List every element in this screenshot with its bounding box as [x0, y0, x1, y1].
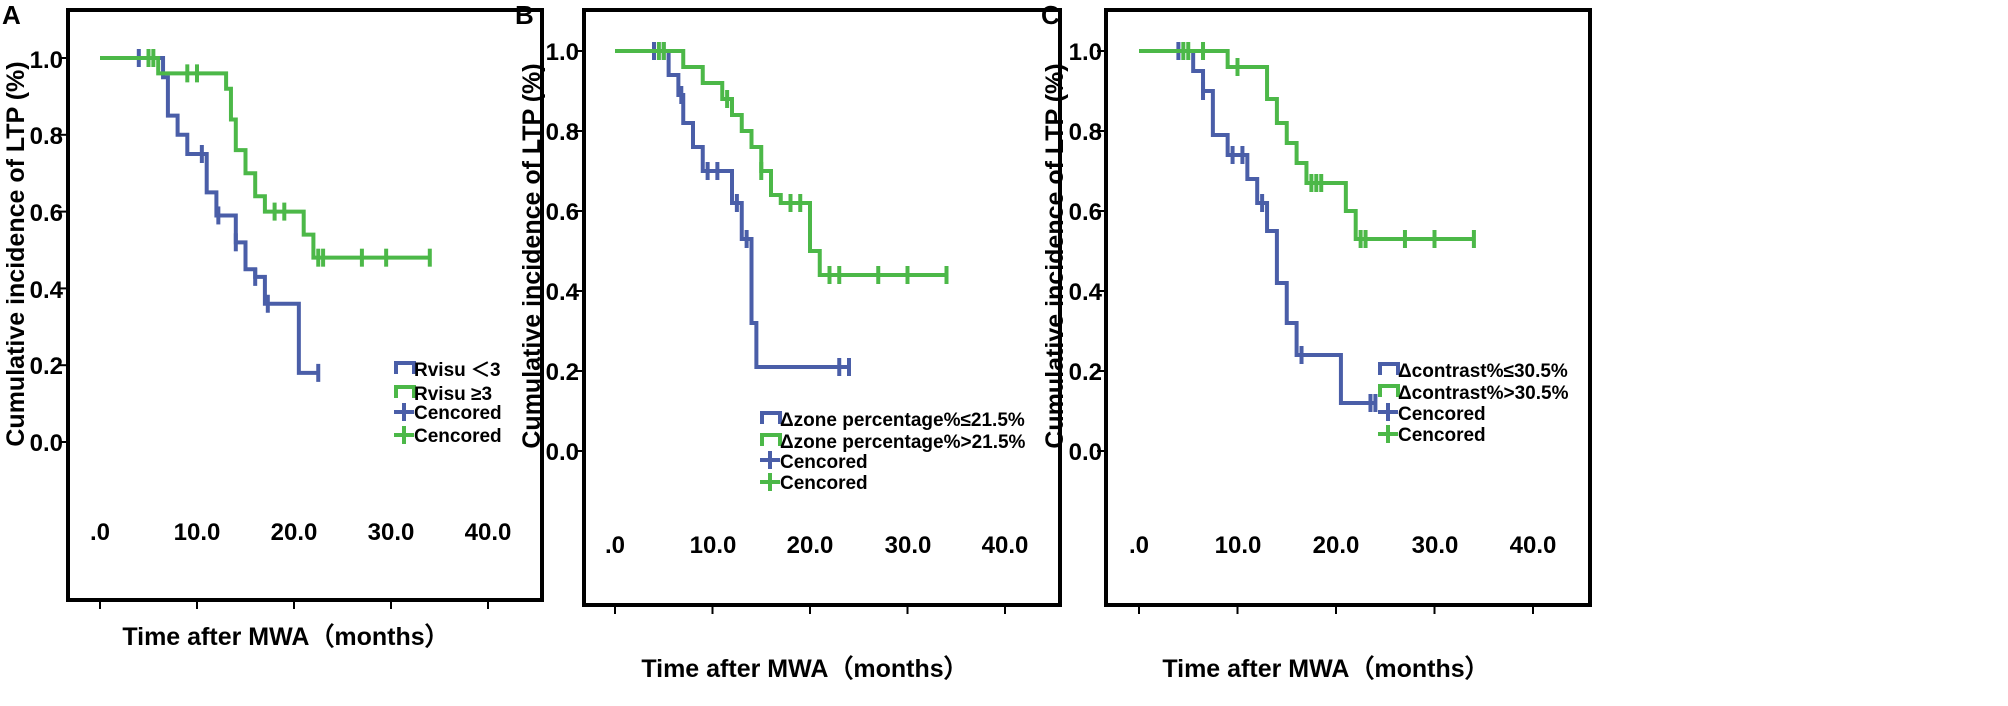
panel-b: B .0 10.0 20.0 30.0 40.0 0.0 0.2 0.4 0.6… [515, 0, 1062, 683]
y-tick-label: 0.0 [1069, 439, 1102, 466]
x-tick-label: 10.0 [690, 532, 737, 559]
x-tick-label: 30.0 [1412, 532, 1459, 559]
x-axis-title: Time after MWA（months） [1162, 654, 1489, 683]
y-tick-label: 0.6 [546, 199, 579, 226]
plot-frame [582, 8, 1062, 607]
legend-c: Δcontrast%≤30.5% Δcontrast%>30.5% Cencor… [1378, 361, 1569, 446]
panel-a: A .0 10.0 20.0 30.0 40.0 0.0 0.2 0.4 0.6… [2, 0, 544, 651]
legend-label: Δcontrast%≤30.5% [1398, 361, 1568, 382]
y-tick-label: 1.0 [30, 47, 63, 74]
x-tick-label: 40.0 [982, 532, 1029, 559]
legend-swatch-line [1378, 362, 1400, 375]
x-tick-label: 30.0 [368, 519, 415, 546]
x-tick-label: .0 [90, 519, 110, 546]
y-tick-label: 1.0 [1069, 39, 1102, 66]
x-tick-label: .0 [1129, 532, 1149, 559]
panel-label-a: A [2, 0, 21, 30]
y-axis-title: Cumulative incidence of LTP (%) [2, 61, 30, 446]
chart-b [575, 8, 1062, 614]
x-tick-label: .0 [605, 532, 625, 559]
legend-label: Cencored [780, 452, 868, 473]
x-axis-title: Time after MWA（months） [122, 622, 449, 651]
y-tick-label: 0.6 [30, 200, 63, 227]
legend-label: Cencored [414, 426, 502, 447]
survival-curve [615, 49, 849, 369]
y-axis-title: Cumulative incidence of LTP (%) [518, 63, 546, 448]
chart-c [1097, 8, 1592, 614]
x-tick-label: 30.0 [885, 532, 932, 559]
x-tick-label: 20.0 [787, 532, 834, 559]
x-tick-label: 20.0 [271, 519, 318, 546]
legend-swatch-censor [394, 403, 414, 421]
plot-frame [1104, 8, 1592, 607]
legend-swatch-line [394, 385, 416, 398]
x-axis-title: Time after MWA（months） [641, 654, 968, 683]
chart-a [59, 8, 544, 609]
plot-frame [66, 8, 544, 602]
x-tick-label: 10.0 [174, 519, 221, 546]
legend-label: Δcontrast%>30.5% [1398, 383, 1569, 404]
y-tick-label: 0.2 [546, 359, 579, 386]
legend-swatch-line [1378, 384, 1400, 397]
legend-swatch-line [394, 361, 416, 374]
y-tick-label: 0.0 [546, 439, 579, 466]
x-tick-label: 40.0 [465, 519, 512, 546]
legend-swatch-censor [760, 451, 780, 469]
y-axis-title: Cumulative incidence of LTP (%) [1041, 63, 1069, 448]
legend-swatch-line [760, 411, 782, 424]
legend-swatch-censor [1378, 425, 1398, 443]
panel-c: C .0 10.0 20.0 30.0 40.0 0.0 0.2 0.4 0.6… [1041, 0, 1592, 683]
y-tick-label: 0.8 [1069, 119, 1102, 146]
y-tick-label: 0.4 [1069, 279, 1103, 306]
panel-label-c: C [1041, 0, 1060, 30]
y-tick-label: 0.4 [30, 277, 64, 304]
legend-b: Δzone percentage%≤21.5% Δzone percentage… [760, 410, 1026, 494]
panel-label-b: B [515, 0, 534, 30]
y-tick-label: 0.2 [30, 353, 63, 380]
legend-label: Cencored [1398, 425, 1486, 446]
survival-curve [100, 56, 430, 260]
y-tick-label: 0.2 [1069, 359, 1102, 386]
legend-label: Rvisu ≥3 [414, 384, 492, 405]
x-tick-label: 10.0 [1215, 532, 1262, 559]
survival-curve [615, 49, 947, 277]
survival-curve [1139, 49, 1376, 405]
legend-label: Cencored [414, 403, 502, 424]
legend-swatch-censor [394, 426, 414, 444]
legend-a: Rvisu ＜3 Rvisu ≥3 Cencored Cencored [394, 360, 502, 447]
legend-swatch-line [760, 433, 782, 446]
y-tick-label: 1.0 [546, 39, 579, 66]
y-tick-label: 0.0 [30, 430, 63, 457]
legend-label: Cencored [780, 473, 868, 494]
survival-curve [1139, 49, 1474, 241]
legend-label: Rvisu ＜3 [414, 360, 501, 381]
y-tick-label: 0.4 [546, 279, 580, 306]
legend-swatch-censor [760, 473, 780, 491]
y-tick-label: 0.6 [1069, 199, 1102, 226]
survival-curve [100, 56, 319, 375]
y-tick-label: 0.8 [30, 123, 63, 150]
legend-swatch-censor [1378, 403, 1398, 421]
legend-label: Δzone percentage%≤21.5% [780, 410, 1025, 431]
x-tick-label: 20.0 [1313, 532, 1360, 559]
legend-label: Δzone percentage%>21.5% [780, 432, 1026, 453]
legend-label: Cencored [1398, 404, 1486, 425]
x-tick-label: 40.0 [1510, 532, 1557, 559]
y-tick-label: 0.8 [546, 119, 579, 146]
